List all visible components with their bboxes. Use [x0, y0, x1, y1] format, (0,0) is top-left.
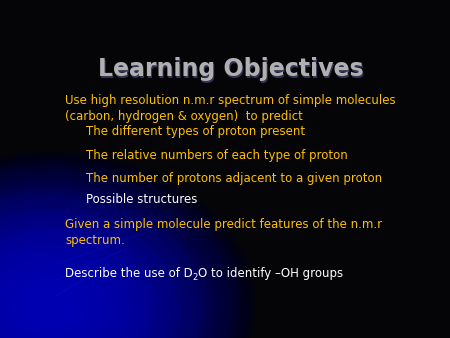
Circle shape [25, 288, 74, 324]
Circle shape [32, 293, 67, 319]
Circle shape [0, 268, 100, 338]
Circle shape [0, 259, 112, 338]
Text: Given a simple molecule predict features of the n.m.r
spectrum.: Given a simple molecule predict features… [65, 218, 382, 246]
Circle shape [3, 271, 95, 338]
Circle shape [0, 270, 98, 338]
Text: Learning Objectives: Learning Objectives [98, 57, 364, 81]
Circle shape [20, 284, 79, 328]
Text: 2: 2 [193, 273, 198, 282]
Text: The number of protons adjacent to a given proton: The number of protons adjacent to a give… [86, 172, 382, 185]
Text: O to identify –OH groups: O to identify –OH groups [198, 267, 343, 280]
Circle shape [0, 263, 108, 338]
Text: Learning Objectives: Learning Objectives [99, 58, 365, 82]
Circle shape [18, 282, 81, 330]
Circle shape [27, 289, 72, 322]
Text: Possible structures: Possible structures [86, 193, 197, 206]
Text: The different types of proton present: The different types of proton present [86, 125, 305, 138]
Text: The relative numbers of each type of proton: The relative numbers of each type of pro… [86, 149, 348, 162]
Circle shape [13, 279, 86, 333]
Circle shape [0, 266, 103, 338]
Circle shape [15, 281, 84, 332]
Circle shape [0, 261, 110, 338]
Circle shape [5, 273, 93, 338]
Text: Describe the use of D: Describe the use of D [65, 267, 193, 280]
Circle shape [8, 275, 91, 337]
Circle shape [29, 291, 69, 321]
Circle shape [0, 264, 105, 338]
Circle shape [22, 286, 76, 326]
Circle shape [10, 277, 88, 335]
Text: Use high resolution n.m.r spectrum of simple molecules
(carbon, hydrogen & oxyge: Use high resolution n.m.r spectrum of si… [65, 94, 396, 123]
